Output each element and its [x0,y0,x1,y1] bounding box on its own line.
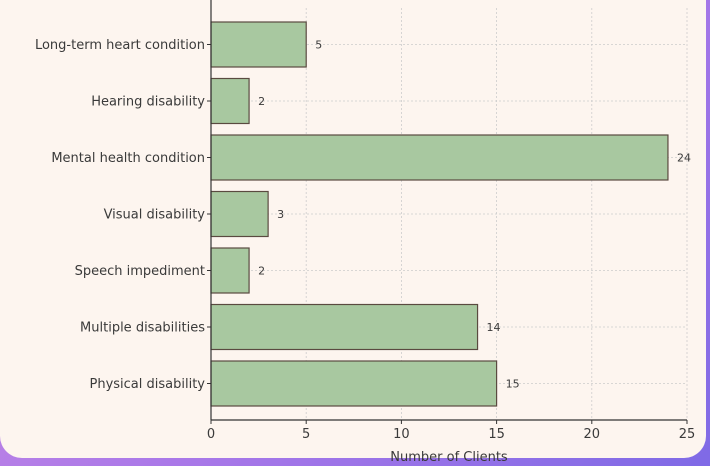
value-label: 3 [277,208,284,221]
bar [210,360,498,407]
category-label: Visual disability [104,208,206,223]
bar [210,303,479,351]
category-label: Hearing disability [91,95,205,110]
x-tick-label: 5 [302,427,310,442]
category-label: Speech impediment [75,264,205,279]
value-label: 15 [506,378,520,391]
value-label: 5 [315,39,322,52]
bar [210,190,269,238]
value-label: 14 [487,321,501,334]
bars: 5 2 24 3 2 14 15 [210,21,691,407]
bar [210,247,250,294]
bar [210,134,669,181]
category-label: Physical disability [90,377,206,392]
x-tick-label: 10 [393,427,410,442]
value-label: 24 [677,152,691,165]
value-label: 2 [258,95,265,108]
x-tick-label: 15 [488,427,505,442]
bar [210,21,307,68]
bar [210,77,250,125]
category-label: Mental health condition [51,151,205,166]
axes: Long-term heart condition Hearing disabil… [35,0,695,442]
category-label: Long-term heart condition [35,38,205,53]
category-label: Multiple disabilities [80,321,205,336]
x-tick-label: 25 [679,427,696,442]
x-tick-label: 20 [584,427,601,442]
value-label: 2 [258,265,265,278]
x-axis-title: Number of Clients [390,450,508,465]
x-tick-label: 0 [207,427,215,442]
